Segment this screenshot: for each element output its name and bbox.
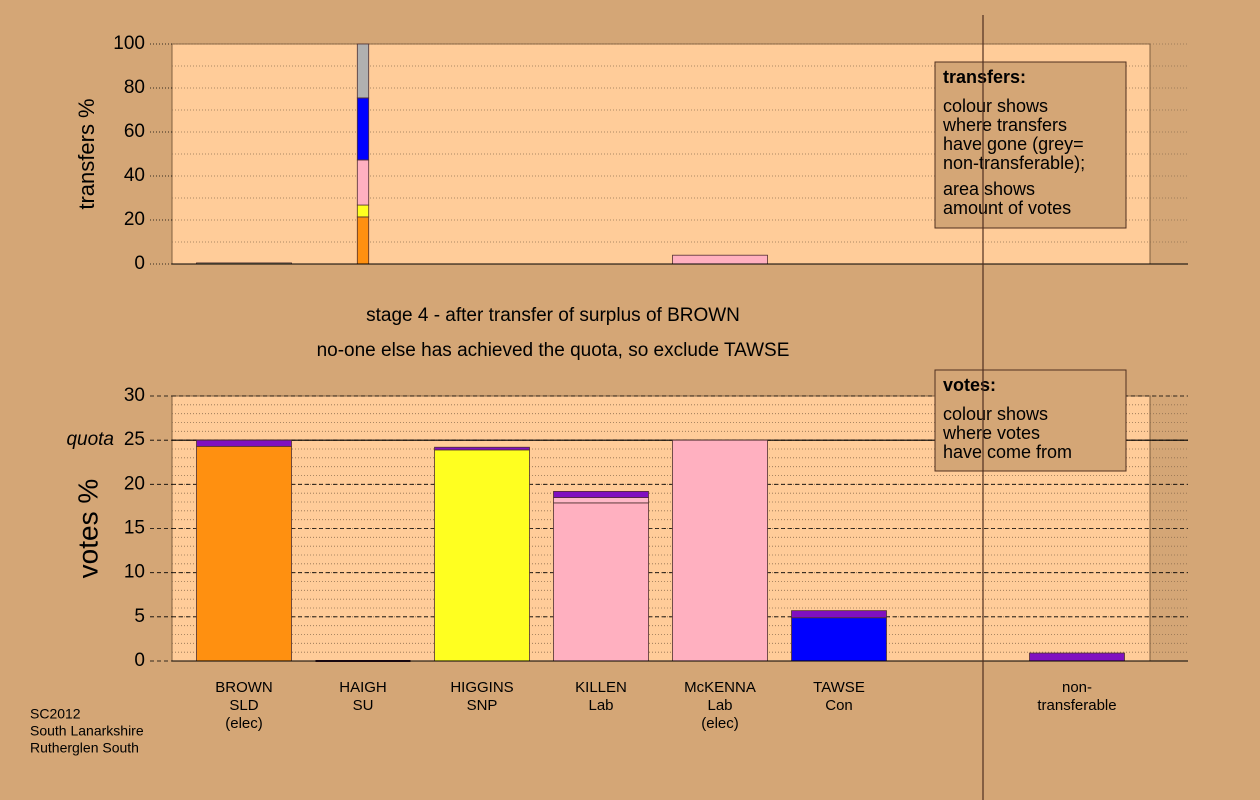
bar-segment	[356, 97, 370, 161]
note-text: amount of votes	[943, 198, 1071, 218]
note-title: votes:	[943, 375, 996, 395]
x-tick-label: HIGGINS	[450, 679, 513, 696]
bar-segment	[791, 610, 887, 619]
x-tick-label: SNP	[467, 697, 498, 714]
bar-segment	[672, 254, 768, 265]
y-tick-label: 5	[134, 606, 145, 627]
y-tick-label: 10	[124, 562, 145, 583]
x-tick-label: SLD	[229, 697, 258, 714]
quota-label: quota	[66, 429, 114, 450]
y-tick-label: 30	[124, 385, 145, 406]
y-tick-label: 0	[134, 253, 145, 274]
x-tick-label: Con	[825, 697, 853, 714]
bar-segment	[196, 439, 292, 447]
caption: stage 4 - after transfer of surplus of B…	[366, 305, 740, 326]
y-axis-label: votes %	[72, 479, 103, 579]
y-tick-label: 80	[124, 77, 145, 98]
note-title: transfers:	[943, 67, 1026, 87]
note-text: have come from	[943, 442, 1072, 462]
bar-segment	[1029, 652, 1125, 662]
caption: no-one else has achieved the quota, so e…	[317, 340, 790, 361]
bar-segment	[196, 445, 292, 662]
y-tick-label: 0	[134, 650, 145, 671]
x-tick-label: KILLEN	[575, 679, 627, 696]
footer-text: Rutherglen South	[30, 740, 139, 756]
y-axis-label: transfers %	[74, 98, 99, 209]
x-tick-label: SU	[353, 697, 374, 714]
note-box	[934, 61, 1127, 229]
note-text: non-transferable);	[943, 153, 1085, 173]
x-tick-label: (elec)	[225, 715, 263, 732]
y-tick-label: 60	[124, 121, 145, 142]
bar-segment	[553, 490, 649, 498]
y-tick-label: 20	[124, 473, 145, 494]
bar-segment	[356, 204, 370, 218]
bar-segment	[356, 159, 370, 206]
bar-segment	[434, 446, 530, 451]
x-tick-label: BROWN	[215, 679, 273, 696]
note-text: colour shows	[943, 404, 1048, 424]
note-text: colour shows	[943, 96, 1048, 116]
bar-segment	[672, 439, 768, 662]
x-tick-label: non-	[1062, 679, 1092, 696]
x-tick-label: HAIGH	[339, 679, 387, 696]
y-tick-label: 100	[113, 33, 145, 54]
y-tick-label: 15	[124, 518, 145, 539]
x-tick-label: TAWSE	[813, 679, 865, 696]
bar-segment	[791, 617, 887, 662]
x-tick-label: Lab	[707, 697, 732, 714]
note-text: have gone (grey=	[943, 134, 1084, 154]
note-box	[934, 369, 1127, 472]
y-tick-label: 20	[124, 209, 145, 230]
bar-segment	[553, 497, 649, 504]
x-tick-label: transferable	[1037, 697, 1116, 714]
x-tick-label: (elec)	[701, 715, 739, 732]
footer-text: South Lanarkshire	[30, 723, 144, 739]
x-tick-label: McKENNA	[684, 679, 756, 696]
footer-text: SC2012	[30, 706, 81, 722]
note-text: where transfers	[942, 115, 1067, 135]
bar-segment	[553, 502, 649, 662]
note-text: where votes	[942, 423, 1040, 443]
y-tick-label: 25	[124, 429, 145, 450]
bar-segment	[434, 449, 530, 662]
bar-segment	[356, 216, 370, 265]
y-tick-label: 40	[124, 165, 145, 186]
note-text: area shows	[943, 179, 1035, 199]
x-tick-label: Lab	[588, 697, 613, 714]
bar-segment	[356, 43, 370, 99]
